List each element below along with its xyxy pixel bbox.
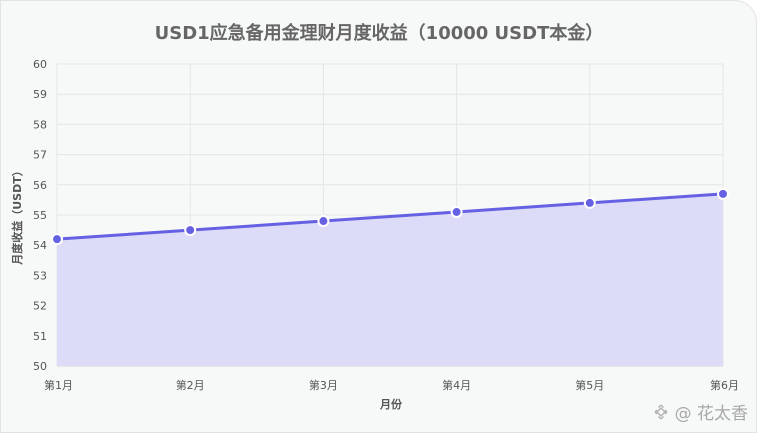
y-tick-label: 60: [33, 58, 47, 71]
y-tick-label: 53: [33, 269, 47, 282]
data-point[interactable]: [51, 233, 63, 246]
y-tick-label: 51: [33, 330, 47, 343]
binance-logo-icon: [654, 404, 668, 419]
y-axis: 50 51 52 53 54 55 56 57 58 59 60: [33, 58, 47, 373]
x-tick-label: 第3月: [309, 378, 338, 392]
watermark-text: @ 花太香: [674, 404, 748, 424]
chart-title: USD1应急备用金理财月度收益（10000 USDT本金）: [155, 22, 604, 44]
data-point[interactable]: [184, 224, 197, 237]
series-area-fill: [57, 193, 723, 366]
y-tick-label: 55: [33, 209, 47, 222]
y-tick-label: 59: [33, 88, 47, 101]
series-line: [56, 192, 724, 241]
y-tick-label: 50: [33, 360, 47, 373]
x-tick-label: 第4月: [442, 378, 471, 392]
plot-area: [51, 187, 729, 366]
y-tick-label: 52: [33, 300, 47, 313]
data-point[interactable]: [317, 215, 330, 228]
y-tick-label: 57: [33, 149, 47, 162]
x-axis-title: 月份: [379, 397, 403, 411]
x-tick-label: 第2月: [176, 378, 205, 392]
x-tick-label: 第5月: [575, 378, 604, 392]
y-axis-title: 月度收益（USDT）: [10, 165, 24, 266]
y-tick-label: 58: [33, 118, 47, 131]
watermark: @ 花太香: [651, 399, 748, 424]
y-tick-label: 54: [33, 239, 47, 252]
data-point[interactable]: [583, 196, 596, 209]
y-tick-label: 56: [33, 179, 47, 192]
x-tick-label: 第6月: [710, 378, 739, 392]
x-axis: 第1月 第2月 第3月 第4月 第5月 第6月: [44, 378, 739, 392]
x-tick-label: 第1月: [44, 378, 73, 392]
data-point[interactable]: [717, 187, 729, 200]
data-point[interactable]: [450, 205, 463, 218]
